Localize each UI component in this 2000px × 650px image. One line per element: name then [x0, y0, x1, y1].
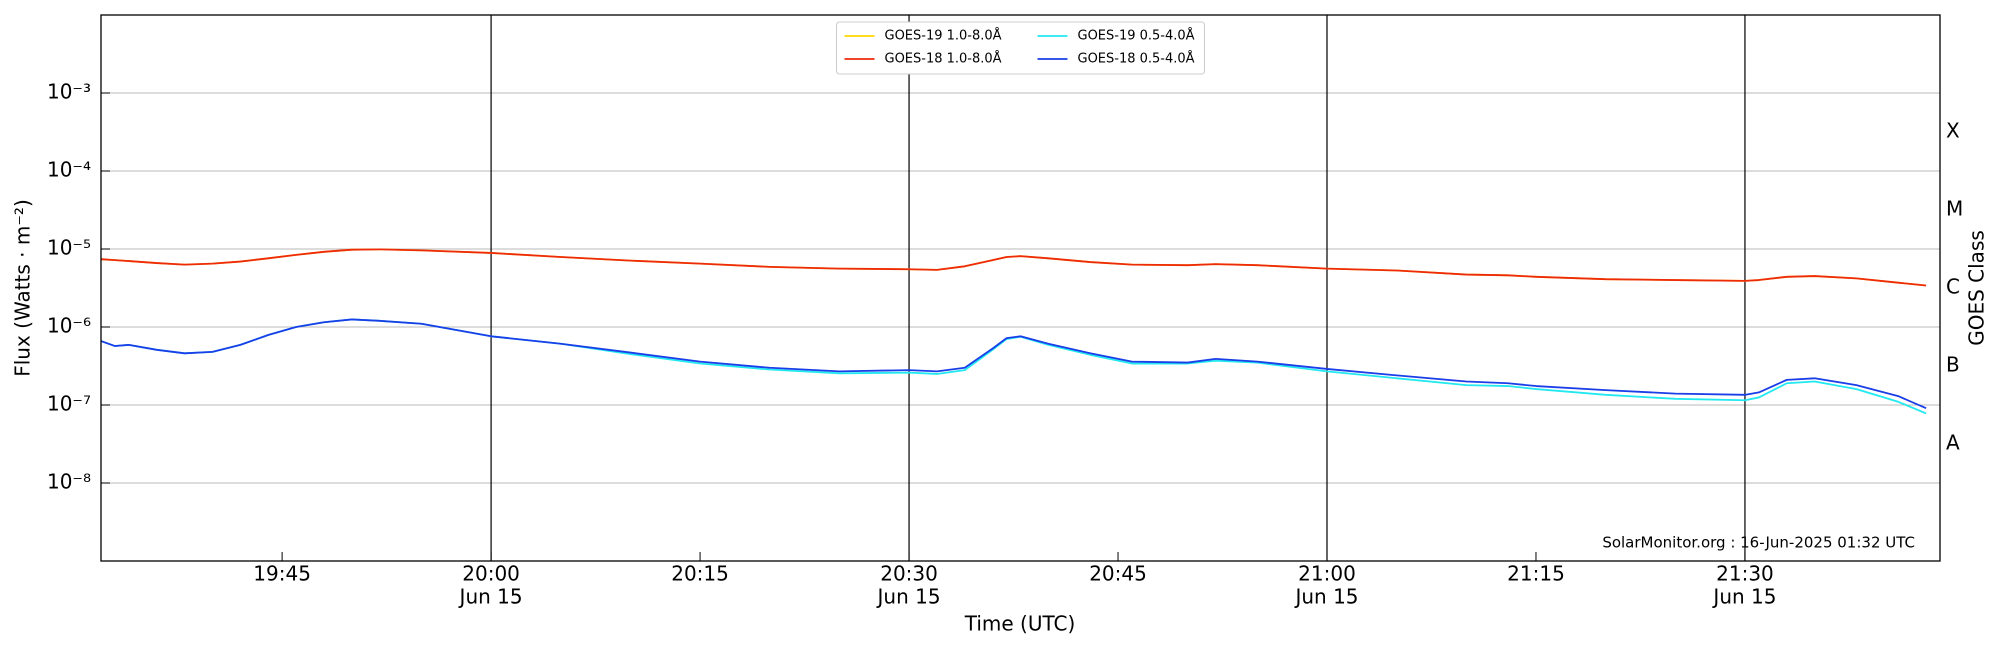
x-tick-label: 20:30 [880, 562, 938, 586]
y-tick-label: 10⁻⁶ [47, 314, 91, 338]
legend-label: GOES-18 0.5-4.0Å [1078, 51, 1195, 67]
series-line [100, 248, 1927, 287]
y-tick-label: 10⁻⁵ [47, 236, 91, 260]
x-tick-date: Jun 15 [876, 585, 941, 609]
x-tick-label: 20:15 [671, 562, 729, 586]
x-tick-label: 21:30 [1716, 562, 1774, 586]
legend-box [836, 21, 1205, 75]
y-axis-label: Flux (Watts · m⁻²) [11, 199, 35, 377]
y2-axis-label: GOES Class [1965, 230, 1989, 346]
x-tick-label: 20:00 [462, 562, 520, 586]
y-tick-label: 10⁻⁷ [47, 392, 91, 416]
class-label: B [1946, 353, 1960, 377]
x-tick-date: Jun 15 [1711, 585, 1776, 609]
x-tick-label: 20:45 [1089, 562, 1147, 586]
x-tick-date: Jun 15 [458, 585, 523, 609]
x-tick-label: 21:15 [1507, 562, 1565, 586]
series-line [100, 318, 1927, 410]
class-label: M [1946, 197, 1963, 221]
y-tick-label: 10⁻⁴ [47, 158, 91, 182]
annotation: SolarMonitor.org : 16-Jun-2025 01:32 UTC [1602, 534, 1915, 552]
y-tick-label: 10⁻³ [47, 80, 91, 104]
legend-label: GOES-19 1.0-8.0Å [885, 28, 1002, 44]
class-label: A [1946, 431, 1960, 455]
legend-label: GOES-18 1.0-8.0Å [885, 51, 1002, 67]
legend-label: GOES-19 0.5-4.0Å [1078, 28, 1195, 44]
x-tick-label: 19:45 [253, 562, 311, 586]
x-tick-label: 21:00 [1298, 562, 1356, 586]
x-axis-label: Time (UTC) [964, 612, 1076, 636]
plot-frame [100, 14, 1941, 562]
series-line [100, 318, 1927, 415]
class-label: X [1946, 119, 1960, 143]
y-tick-label: 10⁻⁸ [47, 470, 91, 494]
legend: GOES-19 1.0-8.0Å GOES-18 1.0-8.0Å GOES-19 … [836, 21, 1205, 75]
class-label: C [1946, 275, 1960, 299]
x-tick-date: Jun 15 [1293, 585, 1358, 609]
